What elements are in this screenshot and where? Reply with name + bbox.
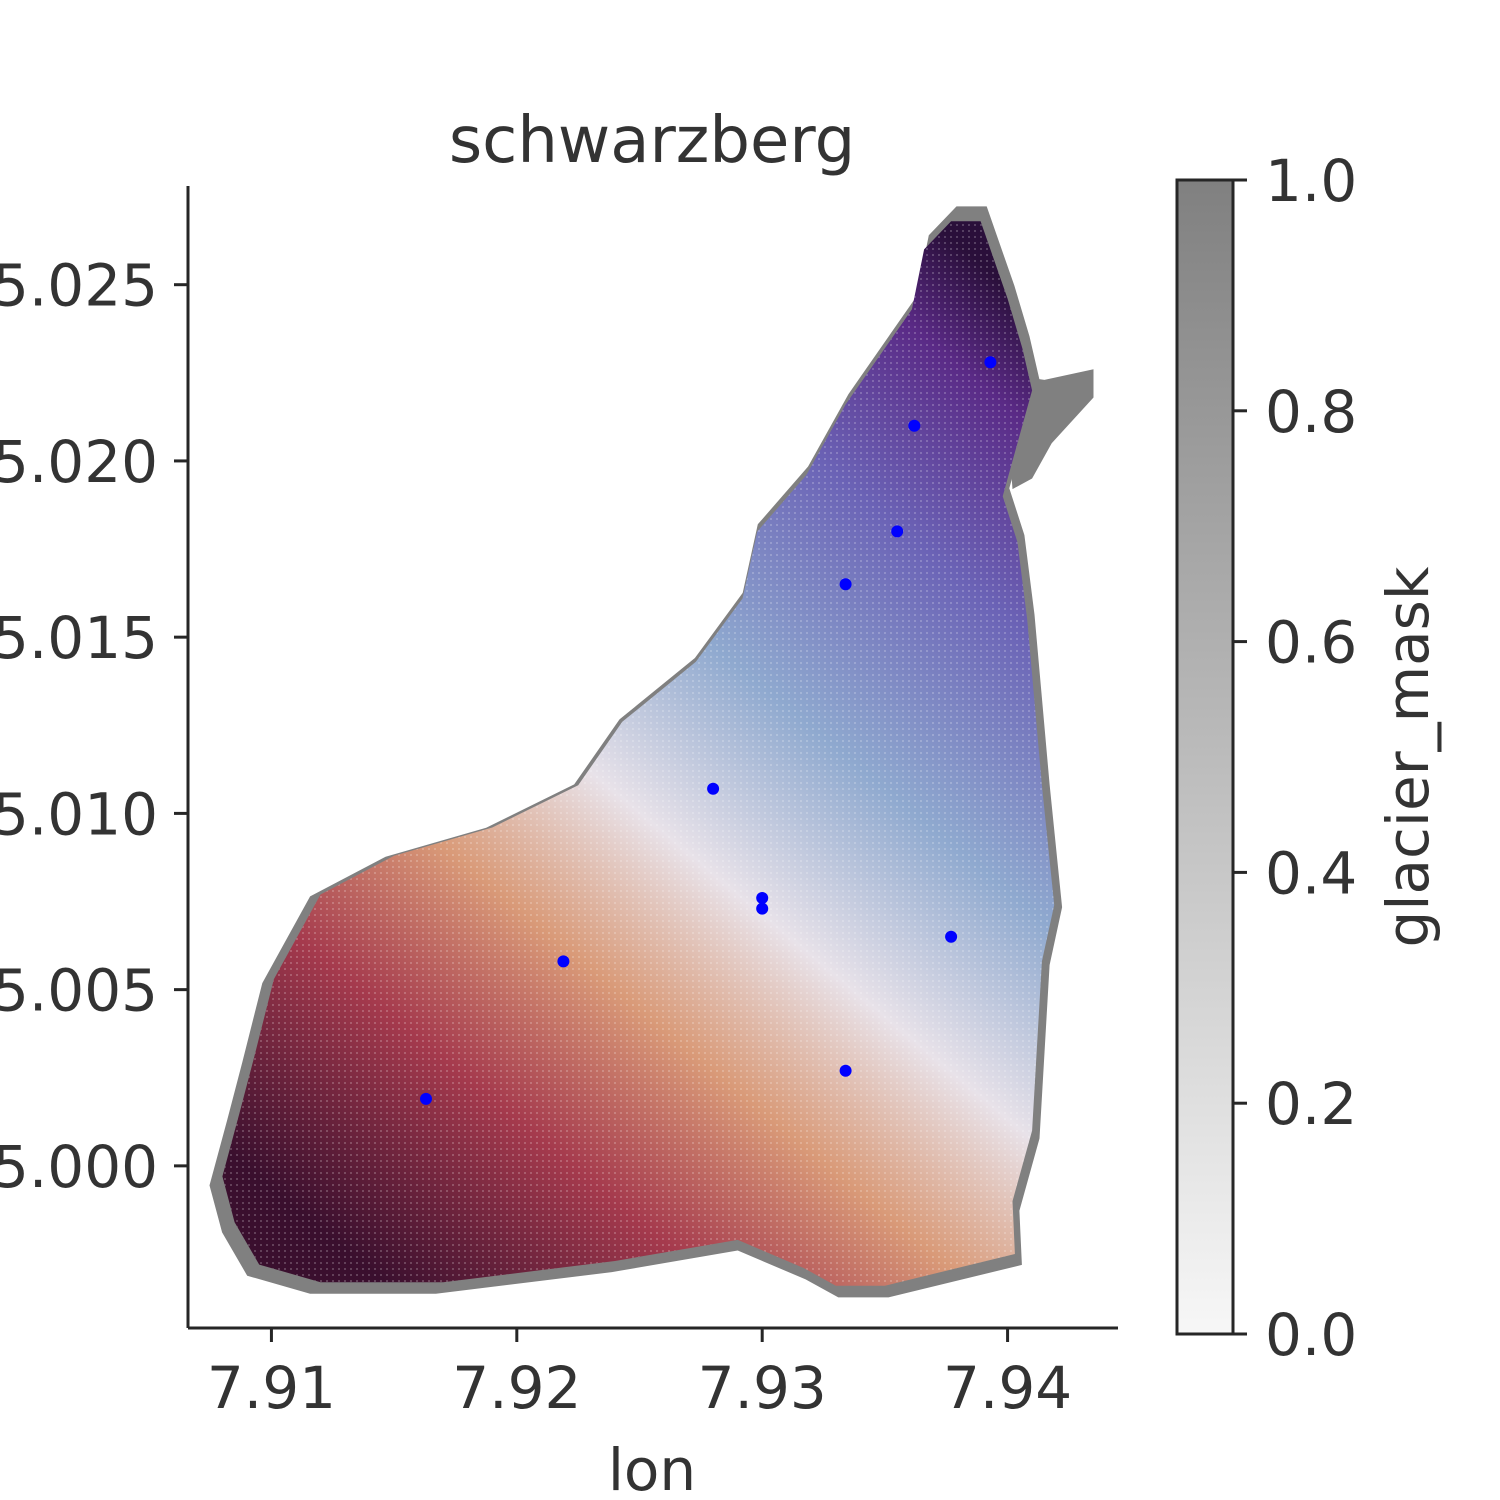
colorbar: 0.0 0.2 0.4 0.6 0.8 1.0 glacier_mask — [1175, 147, 1442, 1369]
station-points — [420, 356, 997, 1105]
station-point-4 — [839, 578, 852, 591]
axes: 7.91 7.92 7.93 7.94 5.0005.0055.0105.0155.0… — [0, 186, 1118, 1422]
station-point-3 — [891, 525, 904, 538]
y-tick-label: 5.010 — [0, 780, 158, 848]
station-point-8 — [945, 930, 958, 943]
plot-area — [209, 206, 1094, 1298]
colorbar-tick-label: 0.0 — [1265, 1301, 1357, 1369]
station-point-1 — [984, 356, 997, 369]
station-point-5 — [707, 782, 720, 795]
colorbar-tick-label: 1.0 — [1265, 147, 1357, 215]
colorbar-tick-label: 0.2 — [1265, 1070, 1357, 1138]
y-tick-label: 5.020 — [0, 428, 158, 496]
x-tick-label: 7.93 — [698, 1354, 827, 1422]
station-point-7 — [756, 902, 769, 915]
colorbar-tick-label: 0.6 — [1265, 609, 1357, 677]
colorbar-label: glacier_mask — [1374, 566, 1442, 947]
colorbar-tick-label: 0.8 — [1265, 378, 1357, 446]
station-point-9 — [557, 955, 570, 968]
x-tick-label: 7.92 — [452, 1354, 581, 1422]
y-ticks: 5.000 5.005 5.010 5.015 5.020 5.025 — [0, 252, 188, 1201]
x-tick-label: 7.91 — [207, 1354, 336, 1422]
station-point-11 — [839, 1064, 852, 1077]
y-tick-label: 5.000 — [0, 1133, 158, 1201]
y-tick-label: 5.005 — [0, 957, 158, 1025]
station-point-10 — [420, 1092, 432, 1105]
x-ticks: 7.91 7.92 7.93 7.94 — [207, 1328, 1072, 1422]
x-axis-label: lon — [608, 1436, 696, 1500]
chart-title: schwarzberg — [449, 104, 855, 178]
colorbar-gradient — [1175, 178, 1235, 1336]
y-tick-label: 5.025 — [0, 252, 158, 320]
station-point-6 — [756, 892, 769, 904]
station-point-2 — [908, 419, 921, 432]
x-tick-label: 7.94 — [943, 1354, 1072, 1422]
colorbar-ticks: 0.0 0.2 0.4 0.6 0.8 1.0 — [1233, 147, 1357, 1369]
glacier-cells-texture — [222, 221, 1055, 1286]
y-tick-label: 5.015 — [0, 604, 158, 672]
colorbar-tick-label: 0.4 — [1265, 839, 1357, 907]
